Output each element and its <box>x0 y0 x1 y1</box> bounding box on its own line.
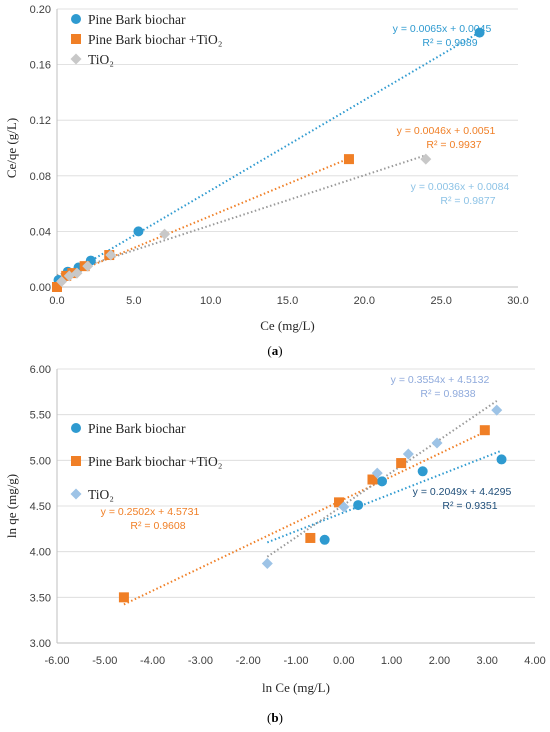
data-point <box>133 226 144 237</box>
data-point <box>52 282 62 292</box>
data-point <box>496 454 507 465</box>
y-tick-label: 0.04 <box>30 226 51 238</box>
legend-marker <box>71 423 81 433</box>
data-point <box>396 458 407 469</box>
x-tick-label: 30.0 <box>507 295 528 307</box>
x-tick-label: 15.0 <box>277 295 298 307</box>
x-tick-label: -2.00 <box>236 655 261 667</box>
trend-equation: y = 0.0036x + 0.0084 <box>411 181 510 193</box>
y-axis-label: Ce/qe (g/L) <box>4 118 19 178</box>
data-point <box>105 249 117 261</box>
legend-marker <box>70 488 82 500</box>
data-point <box>353 500 364 511</box>
data-point <box>82 260 94 272</box>
data-point <box>334 497 345 508</box>
data-point <box>474 27 485 38</box>
trend-r2: R² = 0.9877 <box>440 195 495 207</box>
y-tick-label: 0.08 <box>30 171 51 183</box>
x-tick-label: 0.0 <box>49 295 64 307</box>
trendline <box>123 431 486 606</box>
x-tick-label: -1.00 <box>283 655 308 667</box>
data-point <box>338 501 350 513</box>
legend-label: Pine Bark biochar <box>88 12 186 27</box>
data-point <box>343 154 354 165</box>
legend-label: Pine Bark biochar +TiO₂ <box>88 454 222 469</box>
data-point <box>367 474 378 485</box>
y-tick-label: 0.20 <box>30 4 51 16</box>
data-point <box>371 467 383 479</box>
x-tick-label: 0.00 <box>333 655 354 667</box>
y-tick-label: 4.00 <box>30 547 51 559</box>
chart-b: 3.00 3.50 4.00 4.50 5.00 5.50 6.00 -6.00 -5.00 -4… <box>4 364 546 725</box>
trend-r2: R² = 0.9351 <box>442 500 497 512</box>
trend-r2: R² = 0.9989 <box>422 37 477 49</box>
x-tick-label: 10.0 <box>200 295 221 307</box>
x-axis-label: Ce (mg/L) <box>260 318 315 333</box>
trend-r2: R² = 0.9838 <box>420 388 475 400</box>
legend-label: TiO₂ <box>88 487 114 502</box>
data-point <box>118 592 129 603</box>
y-tick-label: 6.00 <box>30 364 51 376</box>
data-point <box>261 558 273 570</box>
trendline <box>56 154 427 277</box>
data-point <box>417 466 428 477</box>
data-point <box>420 153 432 165</box>
x-tick-label: 2.00 <box>429 655 450 667</box>
x-tick-label: -4.00 <box>140 655 165 667</box>
data-point <box>431 437 443 449</box>
data-point <box>491 404 503 416</box>
x-tick-label: 3.00 <box>476 655 497 667</box>
legend-marker <box>71 456 81 466</box>
legend-marker <box>71 14 81 24</box>
data-point <box>71 267 83 279</box>
trend-equation: y = 0.2502x + 4.5731 <box>101 506 200 518</box>
x-tick-label: -5.00 <box>92 655 117 667</box>
panel-label: (a) <box>267 343 282 358</box>
data-point <box>402 448 414 460</box>
data-point <box>377 476 388 487</box>
x-tick-label: 1.00 <box>381 655 402 667</box>
chart-a: 0.00 0.04 0.08 0.12 0.16 0.20 0.0 5.0 10.0 15.0 20… <box>4 4 529 358</box>
y-tick-label: 5.00 <box>30 455 51 467</box>
y-tick-label: 0.00 <box>30 282 51 294</box>
panel-label: (b) <box>267 710 283 725</box>
y-tick-label: 5.50 <box>30 410 51 422</box>
data-point <box>56 275 68 287</box>
legend-label: TiO₂ <box>88 52 114 67</box>
legend-label: Pine Bark biochar <box>88 421 186 436</box>
y-axis-label: ln qe (mg/g) <box>4 474 19 538</box>
trend-equation: y = 0.3554x + 4.5132 <box>391 374 490 386</box>
legend-marker <box>70 53 82 65</box>
y-tick-label: 4.50 <box>30 501 51 513</box>
trend-r2: R² = 0.9937 <box>426 139 481 151</box>
x-tick-label: 4.00 <box>524 655 545 667</box>
trend-equation: y = 0.0046x + 0.0051 <box>397 125 496 137</box>
x-tick-label: -3.00 <box>188 655 213 667</box>
trend-equation: y = 0.0065x + 0.0045 <box>393 23 492 35</box>
x-tick-label: 20.0 <box>354 295 375 307</box>
data-point <box>479 425 490 436</box>
y-tick-label: 0.16 <box>30 60 51 72</box>
y-tick-label: 3.00 <box>30 638 51 650</box>
legend-label: Pine Bark biochar +TiO₂ <box>88 32 222 47</box>
data-point <box>305 532 316 543</box>
y-tick-label: 0.12 <box>30 115 51 127</box>
trendline <box>56 157 350 281</box>
data-point <box>159 228 171 240</box>
legend-marker <box>71 34 81 44</box>
y-tick-label: 3.50 <box>30 592 51 604</box>
x-axis-label: ln Ce (mg/L) <box>262 680 330 695</box>
x-tick-label: 5.0 <box>126 295 141 307</box>
data-point <box>319 534 330 545</box>
trend-equation: y = 0.2049x + 4.4295 <box>413 486 512 498</box>
x-tick-label: -6.00 <box>44 655 69 667</box>
trend-r2: R² = 0.9608 <box>130 520 185 532</box>
trendline <box>56 31 481 282</box>
x-tick-label: 25.0 <box>430 295 451 307</box>
